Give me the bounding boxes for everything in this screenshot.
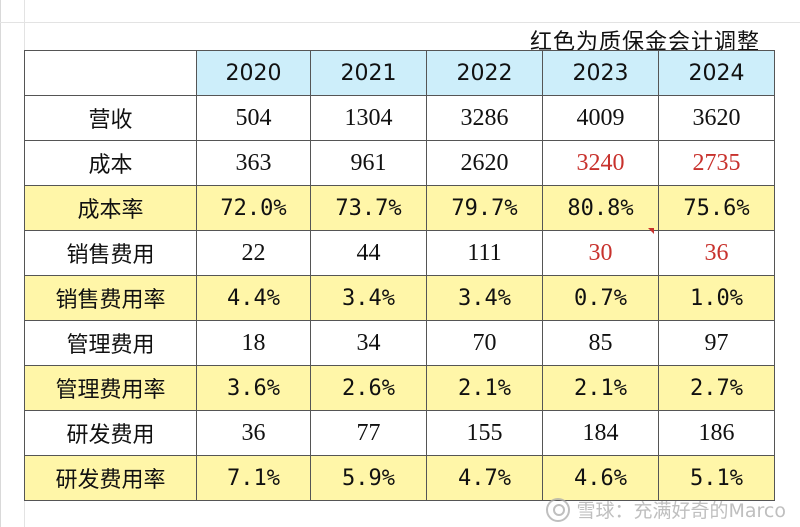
value-cell: 2.1% bbox=[426, 365, 543, 411]
row-label: 研发费用 bbox=[24, 410, 197, 456]
value-cell: 4.6% bbox=[542, 455, 659, 501]
year-header: 2020 bbox=[196, 50, 311, 96]
table-row: 销售费用率 4.4% 3.4% 3.4% 0.7% 1.0% bbox=[24, 275, 775, 321]
value-cell: 155 bbox=[426, 410, 543, 456]
value-cell: 18 bbox=[196, 320, 311, 366]
year-header: 2024 bbox=[658, 50, 775, 96]
value-cell: 3.4% bbox=[310, 275, 427, 321]
year-header: 2022 bbox=[426, 50, 543, 96]
value-cell: 70 bbox=[426, 320, 543, 366]
header-row: 2020 2021 2022 2023 2024 bbox=[24, 50, 775, 96]
value-cell: 77 bbox=[310, 410, 427, 456]
row-label: 销售费用 bbox=[24, 230, 197, 276]
value-cell: 4009 bbox=[542, 95, 659, 141]
table-row: 研发费用 36 77 155 184 186 bbox=[24, 410, 775, 456]
financial-table: 2020 2021 2022 2023 2024 营收 504 1304 3286 40… bbox=[24, 50, 775, 501]
table-row: 管理费用 18 34 70 85 97 bbox=[24, 320, 775, 366]
value-cell: 3286 bbox=[426, 95, 543, 141]
value-cell: 75.6% bbox=[658, 185, 775, 231]
value-cell: 363 bbox=[196, 140, 311, 186]
table-row: 成本率 72.0% 73.7% 79.7% 80.8% 75.6% bbox=[24, 185, 775, 231]
value-cell: 80.8% bbox=[542, 185, 659, 231]
value-cell: 34 bbox=[310, 320, 427, 366]
xueqiu-logo-icon bbox=[546, 497, 571, 522]
value-cell: 111 bbox=[426, 230, 543, 276]
value-cell: 1.0% bbox=[658, 275, 775, 321]
row-label: 成本 bbox=[24, 140, 197, 186]
row-label: 管理费用 bbox=[24, 320, 197, 366]
value-cell: 961 bbox=[310, 140, 427, 186]
value-cell: 72.0% bbox=[196, 185, 311, 231]
value-cell: 0.7% bbox=[542, 275, 659, 321]
value-cell: 85 bbox=[542, 320, 659, 366]
value-cell: 3.4% bbox=[426, 275, 543, 321]
value-cell: 2735 bbox=[658, 140, 775, 186]
value-cell: 36 bbox=[196, 410, 311, 456]
value-cell: 2.1% bbox=[542, 365, 659, 411]
value-cell: 22 bbox=[196, 230, 311, 276]
value-cell: 3240 bbox=[542, 140, 659, 186]
value-cell: 73.7% bbox=[310, 185, 427, 231]
year-header: 2021 bbox=[310, 50, 427, 96]
value-cell: 3620 bbox=[658, 95, 775, 141]
row-label: 销售费用率 bbox=[24, 275, 197, 321]
table-row: 成本 363 961 2620 3240 2735 bbox=[24, 140, 775, 186]
value-cell: 184 bbox=[542, 410, 659, 456]
value-cell: 5.1% bbox=[658, 455, 775, 501]
value-cell: 36 bbox=[658, 230, 775, 276]
value-cell: 44 bbox=[310, 230, 427, 276]
value-cell: 2.6% bbox=[310, 365, 427, 411]
value-cell: 97 bbox=[658, 320, 775, 366]
value-cell: 5.9% bbox=[310, 455, 427, 501]
value-cell: 4.7% bbox=[426, 455, 543, 501]
row-label: 营收 bbox=[24, 95, 197, 141]
watermark-text: 雪球：充满好奇的Marco bbox=[576, 500, 786, 522]
table-row: 研发费用率 7.1% 5.9% 4.7% 4.6% 5.1% bbox=[24, 455, 775, 501]
table-row: 营收 504 1304 3286 4009 3620 bbox=[24, 95, 775, 141]
value-cell: 186 bbox=[658, 410, 775, 456]
value-cell: 504 bbox=[196, 95, 311, 141]
comment-indicator bbox=[648, 228, 654, 234]
row-label: 管理费用率 bbox=[24, 365, 197, 411]
year-header: 2023 bbox=[542, 50, 659, 96]
corner-cell bbox=[24, 50, 197, 96]
row-label: 研发费用率 bbox=[24, 455, 197, 501]
value-cell: 1304 bbox=[310, 95, 427, 141]
value-cell: 2.7% bbox=[658, 365, 775, 411]
watermark: 雪球：充满好奇的Marco bbox=[546, 496, 786, 523]
value-cell: 3.6% bbox=[196, 365, 311, 411]
table-row: 管理费用率 3.6% 2.6% 2.1% 2.1% 2.7% bbox=[24, 365, 775, 411]
value-cell: 2620 bbox=[426, 140, 543, 186]
value-cell: 30 bbox=[542, 230, 659, 276]
value-cell: 4.4% bbox=[196, 275, 311, 321]
value-cell: 7.1% bbox=[196, 455, 311, 501]
value-cell: 79.7% bbox=[426, 185, 543, 231]
table-row: 销售费用 22 44 111 30 36 bbox=[24, 230, 775, 276]
row-label: 成本率 bbox=[24, 185, 197, 231]
